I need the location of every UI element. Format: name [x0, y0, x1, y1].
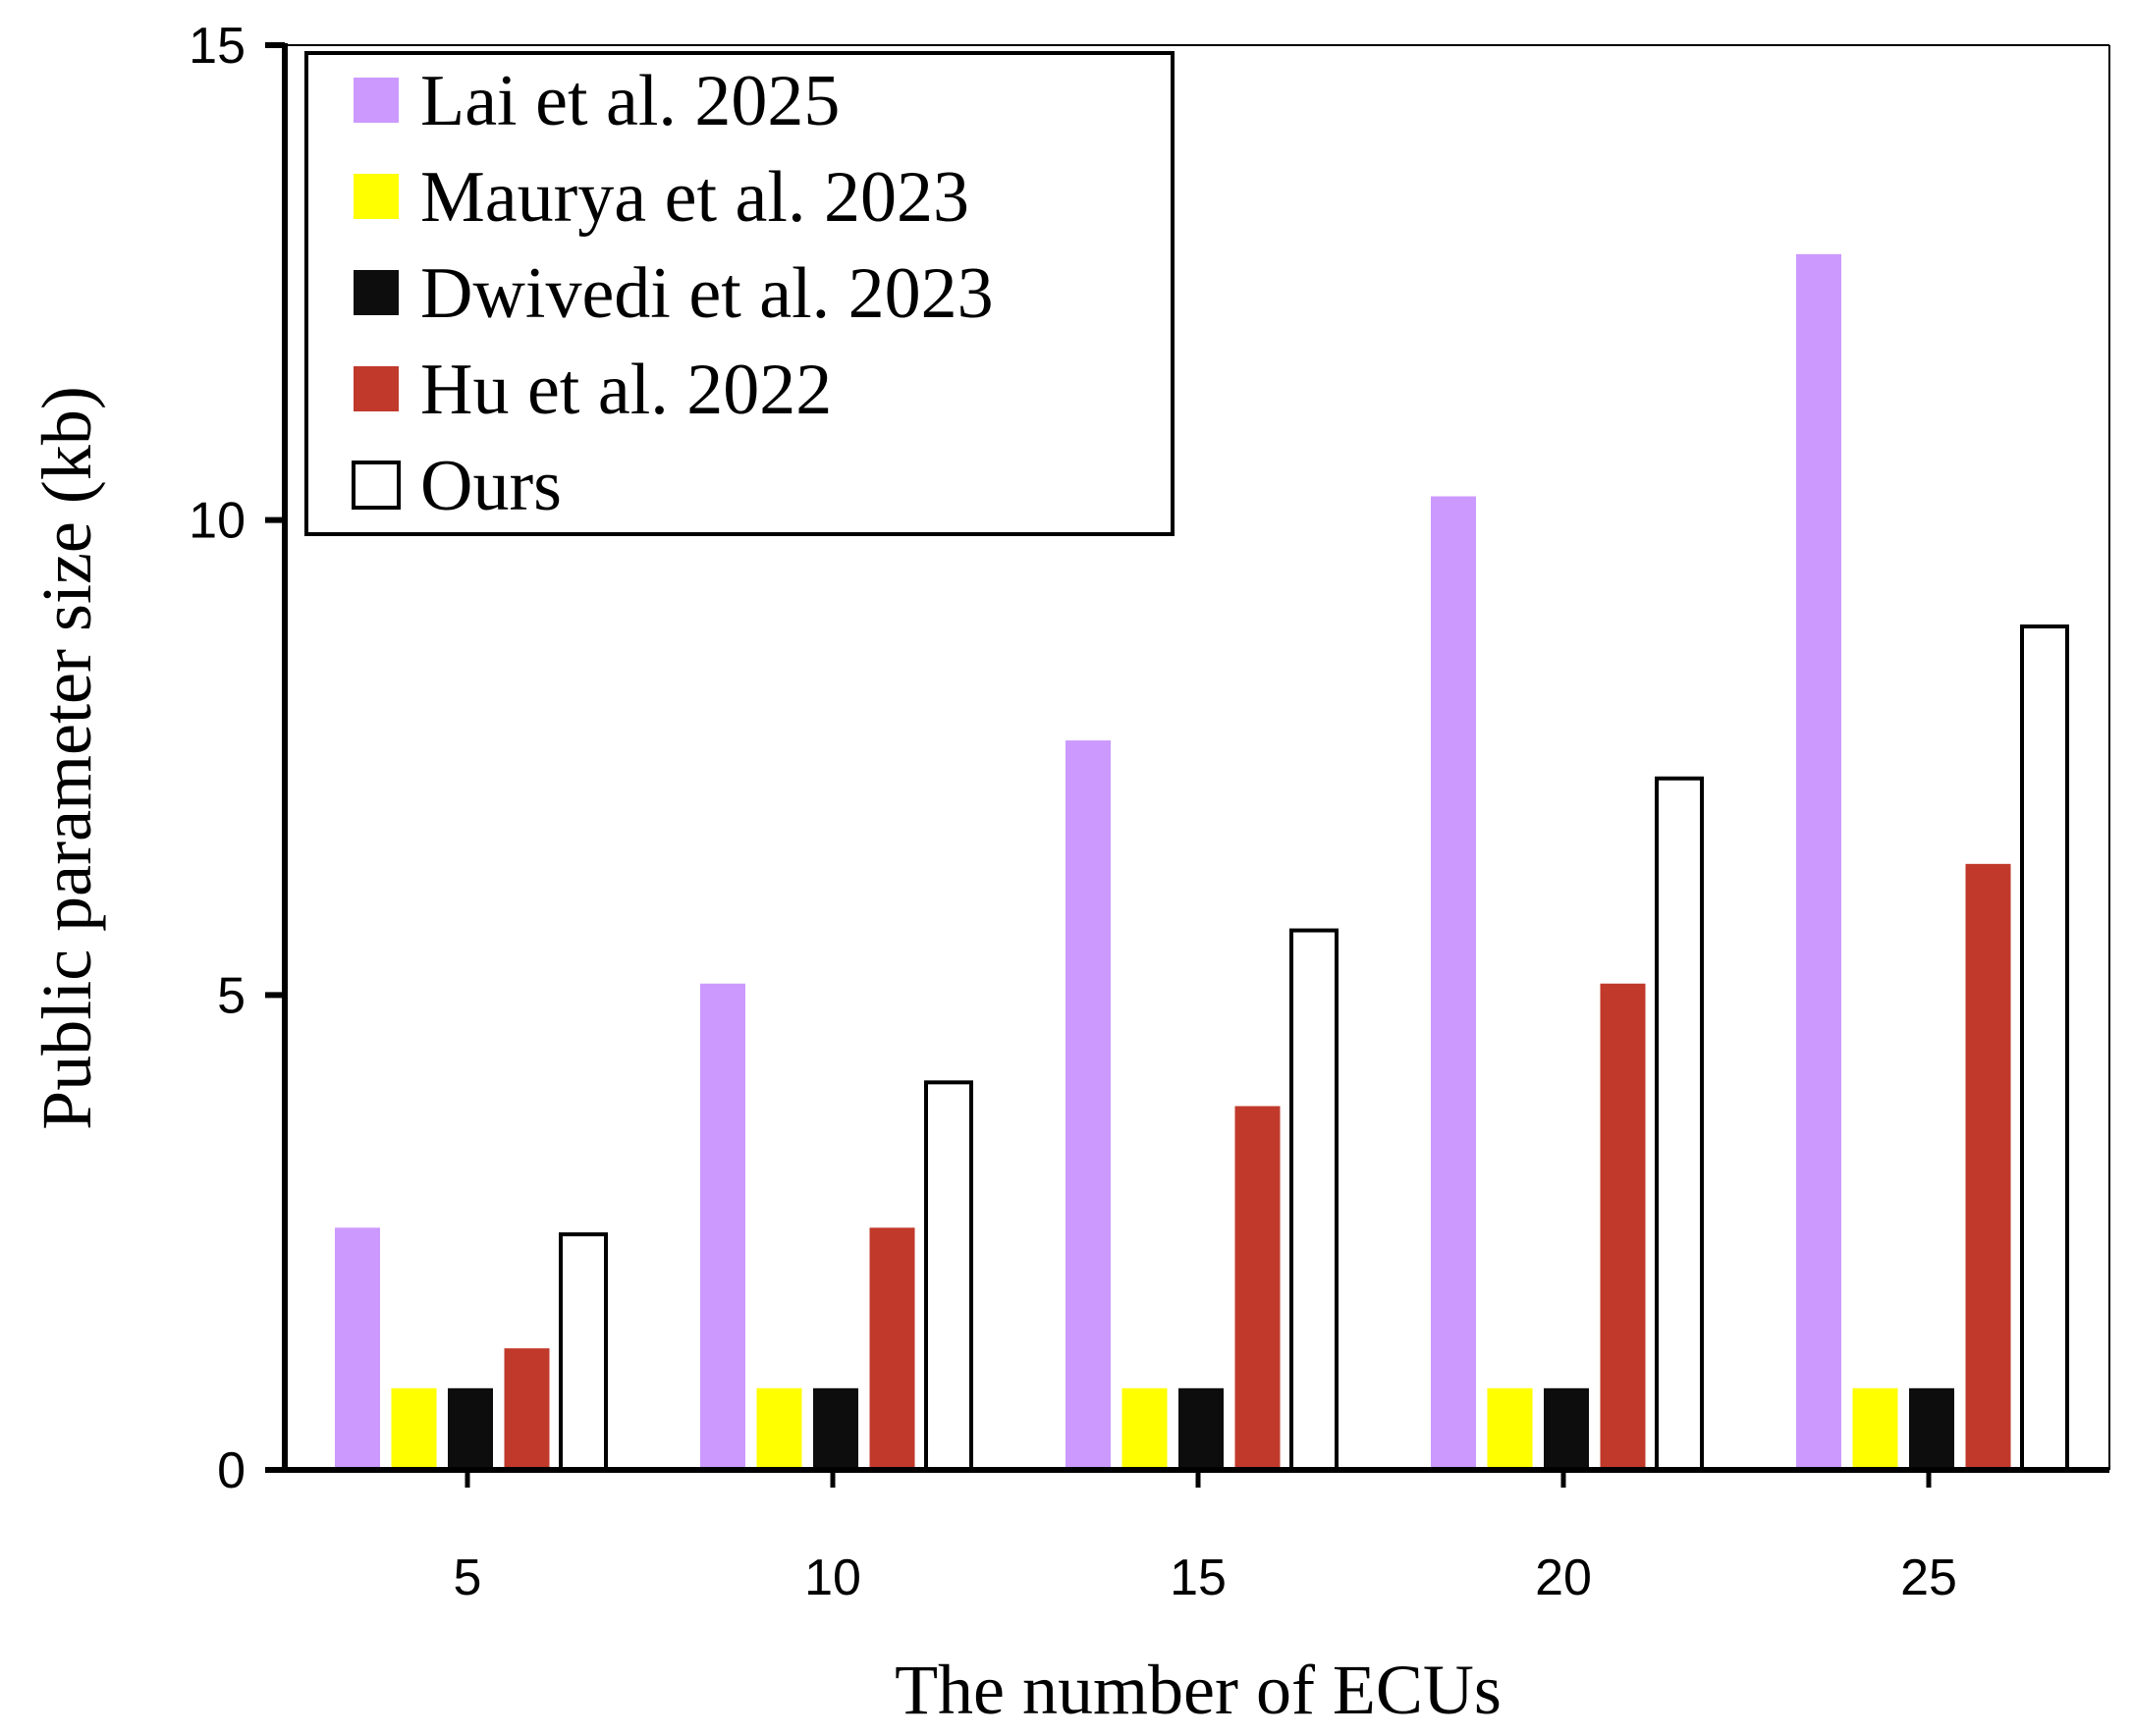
- bar-hu-et-al-2022-20: [1600, 983, 1646, 1470]
- bar-hu-et-al-2022-5: [504, 1348, 550, 1470]
- x-axis: 5 10 15 20 25: [267, 1467, 2109, 1606]
- bar-maurya-et-al-2023-25: [1852, 1387, 1898, 1470]
- legend-label: Dwivedi et al. 2023: [420, 253, 994, 334]
- y-tick-label: 15: [189, 18, 246, 75]
- bar-maurya-et-al-2023-20: [1487, 1387, 1533, 1470]
- legend-label: Maurya et al. 2023: [420, 157, 969, 238]
- bar-hu-et-al-2022-25: [1965, 863, 2011, 1470]
- legend-label: Hu et al. 2022: [420, 350, 832, 430]
- x-tick-label: 15: [1170, 1549, 1227, 1606]
- x-axis-title: The number of ECUs: [895, 1651, 1502, 1729]
- bar-dwivedi-et-al-2023-20: [1544, 1387, 1589, 1470]
- x-tick-label: 25: [1900, 1549, 1957, 1606]
- x-tick-label: 5: [454, 1549, 482, 1606]
- bar-maurya-et-al-2023-5: [391, 1387, 437, 1470]
- bar-maurya-et-al-2023-15: [1121, 1387, 1168, 1470]
- legend-swatch: [354, 366, 399, 411]
- y-axis: 0 5 10 15: [189, 18, 2110, 1499]
- legend-swatch: [354, 78, 399, 123]
- legend: Lai et al. 2025 Maurya et al. 2023 Dwivedi…: [304, 51, 1175, 536]
- x-tick-label: 10: [804, 1549, 861, 1606]
- bar-lai-et-al-2025-15: [1066, 740, 1111, 1470]
- y-tick-label: 0: [217, 1442, 246, 1499]
- y-axis-title: Public parameter size (kb): [27, 386, 106, 1130]
- bar-ours-25: [2020, 624, 2069, 1472]
- x-tick-label: 20: [1535, 1549, 1592, 1606]
- bar-maurya-et-al-2023-10: [756, 1387, 802, 1470]
- bar-dwivedi-et-al-2023-15: [1178, 1387, 1224, 1470]
- bar-lai-et-al-2025-5: [335, 1227, 380, 1470]
- bars-group: [335, 253, 2069, 1472]
- bar-ours-10: [924, 1080, 973, 1472]
- legend-swatch: [352, 461, 401, 510]
- bar-ours-20: [1655, 776, 1704, 1472]
- legend-label: Lai et al. 2025: [420, 61, 840, 141]
- legend-swatch: [354, 174, 399, 219]
- y-tick-label: 5: [217, 967, 246, 1024]
- y-tick-label: 10: [189, 493, 246, 550]
- bar-lai-et-al-2025-20: [1431, 496, 1476, 1470]
- legend-box: [304, 51, 1175, 536]
- bar-ours-15: [1289, 928, 1339, 1472]
- legend-swatch: [354, 270, 399, 315]
- legend-label: Ours: [420, 446, 562, 526]
- bar-hu-et-al-2022-15: [1234, 1106, 1281, 1470]
- bar-dwivedi-et-al-2023-25: [1909, 1387, 1954, 1470]
- bar-dwivedi-et-al-2023-5: [448, 1387, 493, 1470]
- bar-ours-5: [559, 1232, 608, 1472]
- bar-lai-et-al-2025-25: [1796, 253, 1841, 1470]
- bar-lai-et-al-2025-10: [700, 983, 745, 1470]
- bar-hu-et-al-2022-10: [869, 1227, 915, 1470]
- bar-dwivedi-et-al-2023-10: [813, 1387, 858, 1470]
